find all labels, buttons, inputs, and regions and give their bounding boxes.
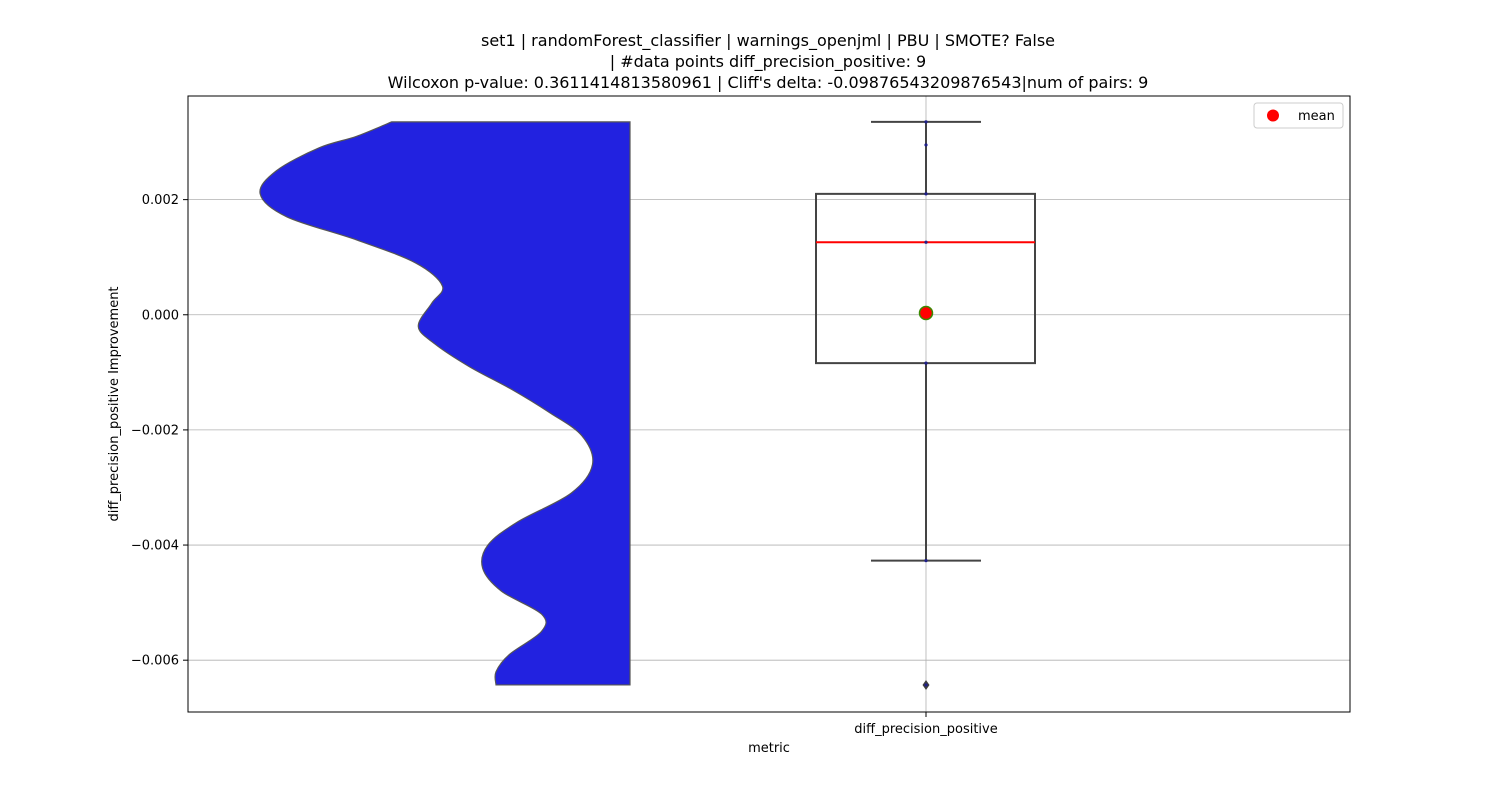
violin-layer bbox=[259, 121, 631, 686]
violin-shape bbox=[259, 121, 631, 686]
legend-frame bbox=[1253, 102, 1344, 129]
chart-title-line-1: set1 | randomForest_classifier | warning… bbox=[481, 31, 1055, 51]
x-axis-label: metric bbox=[748, 741, 790, 756]
y-tick-label: −0.006 bbox=[131, 654, 179, 669]
x-tick-label: diff_precision_positive bbox=[854, 722, 997, 737]
data-point bbox=[924, 558, 928, 563]
y-axis-ticks: −0.006 −0.004 −0.002 0.000 0.002 bbox=[131, 193, 188, 669]
legend-label-mean: mean bbox=[1298, 109, 1335, 124]
data-point bbox=[924, 192, 928, 196]
chart-title-line-2: | #data points diff_precision_positive: … bbox=[610, 52, 926, 72]
y-tick-label: 0.000 bbox=[142, 308, 179, 323]
y-axis-label: diff_precision_positive Improvement bbox=[107, 286, 122, 521]
data-points-layer bbox=[918, 120, 934, 687]
legend-mean-marker bbox=[1267, 109, 1279, 122]
legend: mean bbox=[1253, 102, 1344, 129]
data-point bbox=[924, 143, 928, 147]
plot-area-frame bbox=[187, 95, 1351, 713]
data-point bbox=[924, 240, 928, 244]
data-point bbox=[924, 120, 928, 124]
y-tick-label: −0.002 bbox=[131, 423, 179, 438]
mean-marker bbox=[918, 305, 934, 321]
data-point bbox=[924, 361, 928, 365]
y-tick-label: −0.004 bbox=[131, 539, 179, 554]
y-tick-label: 0.002 bbox=[142, 193, 179, 208]
data-point bbox=[924, 683, 928, 687]
chart-title-line-3: Wilcoxon p-value: 0.3611414813580961 | C… bbox=[388, 73, 1149, 92]
